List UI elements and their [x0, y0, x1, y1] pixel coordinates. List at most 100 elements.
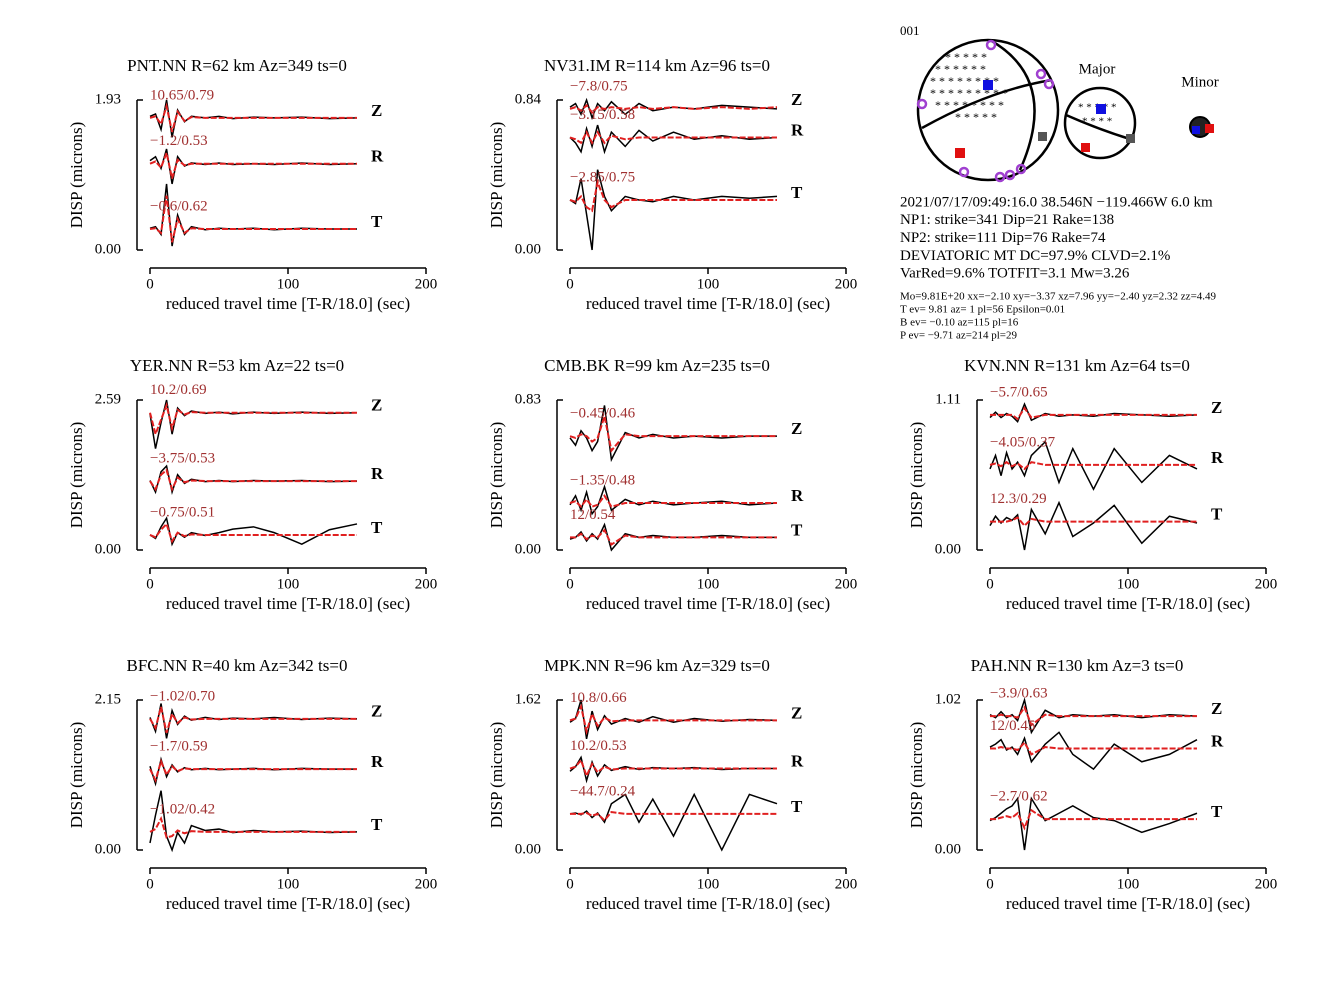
y-axis-label: DISP (microns) — [907, 722, 926, 829]
synthetic-trace — [569, 494, 777, 509]
panel: NV31.IM R=114 km Az=96 ts=0 DISP (microns… — [487, 56, 857, 313]
component-label: T — [791, 183, 803, 202]
x-tick-label: 100 — [697, 576, 720, 592]
x-tick-label: 100 — [697, 276, 720, 292]
y-tick-label: 0.00 — [935, 541, 961, 557]
x-tick-label: 200 — [1255, 876, 1278, 892]
synthetic-trace — [990, 740, 1197, 756]
fit-annotation: −1.2/0.53 — [150, 133, 208, 149]
component-label: T — [791, 520, 803, 539]
x-tick-label: 0 — [986, 876, 994, 892]
x-axis-label: reduced travel time [T-R/18.0] (sec) — [586, 594, 830, 613]
x-axis-label: reduced travel time [T-R/18.0] (sec) — [166, 594, 410, 613]
x-axis-label: reduced travel time [T-R/18.0] (sec) — [166, 894, 410, 913]
synthetic-trace — [149, 815, 357, 839]
y-tick-label: 0.00 — [515, 841, 541, 857]
x-tick-label: 0 — [146, 576, 154, 592]
fit-annotation: 10.8/0.66 — [570, 690, 627, 706]
y-tick-label: 0.00 — [515, 541, 541, 557]
y-tick-label: 0.00 — [935, 841, 961, 857]
y-axis-label: DISP (microns) — [67, 722, 86, 829]
panel-title: BFC.NN R=40 km Az=342 ts=0 — [127, 656, 348, 675]
synthetic-trace — [570, 528, 777, 547]
x-tick-label: 100 — [277, 276, 300, 292]
y-tick-label: 1.93 — [95, 91, 121, 107]
component-label: R — [1211, 448, 1224, 467]
component-label: T — [371, 815, 383, 834]
component-label: T — [1211, 505, 1223, 524]
panel: MPK.NN R=96 km Az=329 ts=0 DISP (microns)… — [487, 656, 857, 913]
y-tick-label: 0.00 — [95, 241, 121, 257]
beachball-minor — [1189, 116, 1214, 138]
svg-text:* * * * * *: * * * * * * — [935, 62, 986, 76]
event-id: 001 — [900, 23, 920, 38]
synthetic-trace — [149, 522, 357, 544]
x-tick-label: 0 — [986, 576, 994, 592]
data-trace — [989, 796, 1198, 851]
y-tick-label: 1.11 — [935, 391, 961, 407]
info-small-line: P ev= −9.71 az=214 pl=29 — [900, 330, 1017, 342]
fit-annotation: −3.75/0.53 — [150, 451, 215, 467]
component-label: Z — [1211, 398, 1222, 417]
x-tick-label: 200 — [415, 876, 438, 892]
beachball-major: * * * * * * * * * — [1063, 86, 1137, 160]
fit-annotation: −3.15/0.58 — [570, 107, 635, 123]
fit-annotation: −5.7/0.65 — [990, 384, 1048, 400]
fit-annotation: −0.45/0.46 — [570, 406, 636, 422]
synthetic-trace — [990, 516, 1197, 528]
info-small-line: T ev= 9.81 az= 1 pl=56 Epsilon=0.01 — [900, 304, 1065, 316]
synthetic-trace — [149, 706, 357, 734]
data-trace — [569, 792, 778, 852]
synthetic-trace — [989, 460, 1197, 471]
panel-title: NV31.IM R=114 km Az=96 ts=0 — [544, 56, 770, 75]
synthetic-trace — [149, 401, 357, 438]
synthetic-trace — [149, 468, 357, 492]
x-axis-label: reduced travel time [T-R/18.0] (sec) — [166, 294, 410, 313]
x-tick-label: 200 — [835, 576, 858, 592]
fit-annotation: −2.7/0.62 — [990, 789, 1048, 805]
component-label: R — [1211, 731, 1224, 750]
x-tick-label: 200 — [835, 276, 858, 292]
x-tick-label: 0 — [566, 276, 574, 292]
component-label: Z — [371, 702, 382, 721]
y-tick-label: 0.00 — [95, 541, 121, 557]
y-axis-label: DISP (microns) — [907, 422, 926, 529]
component-label: R — [371, 147, 384, 166]
panel: KVN.NN R=131 km Az=64 ts=0 DISP (microns)… — [907, 356, 1277, 613]
fit-annotation: 10.2/0.69 — [150, 382, 207, 398]
major-label: Major — [1079, 61, 1116, 77]
synthetic-trace — [569, 178, 777, 213]
y-axis-label: DISP (microns) — [487, 722, 506, 829]
panel-title: PAH.NN R=130 km Az=3 ts=0 — [971, 656, 1184, 675]
y-axis-label: DISP (microns) — [67, 122, 86, 229]
component-label: T — [371, 518, 383, 537]
component-label: T — [1211, 802, 1223, 821]
x-axis-label: reduced travel time [T-R/18.0] (sec) — [1006, 894, 1250, 913]
fit-annotation: 12/0.45 — [990, 718, 1035, 734]
info-line: NP2: strike=111 Dip=76 Rake=74 — [900, 230, 1106, 246]
x-tick-label: 100 — [697, 876, 720, 892]
data-trace — [149, 399, 358, 449]
y-tick-label: 0.00 — [95, 841, 121, 857]
data-trace — [149, 756, 357, 787]
fit-annotation: −4.05/0.37 — [990, 434, 1056, 450]
x-tick-label: 0 — [146, 876, 154, 892]
x-tick-label: 100 — [1117, 576, 1140, 592]
component-label: Z — [791, 419, 802, 438]
synthetic-trace — [149, 102, 357, 133]
x-tick-label: 200 — [835, 876, 858, 892]
svg-text:* * * * * * * *: * * * * * * * * — [935, 98, 1004, 112]
info-line: 2021/07/17/09:49:16.0 38.546N −119.466W … — [900, 194, 1213, 210]
fit-annotation: −7.8/0.75 — [570, 78, 628, 94]
synthetic-trace — [569, 103, 778, 114]
x-tick-label: 0 — [146, 276, 154, 292]
info-small-line: Mo=9.81E+20 xx=−2.10 xy=−3.37 xz=7.96 yy… — [900, 291, 1217, 303]
x-tick-label: 200 — [415, 576, 438, 592]
synthetic-trace — [990, 406, 1197, 421]
synthetic-trace — [990, 705, 1197, 727]
data-trace — [149, 183, 357, 247]
fit-annotation: −3.9/0.63 — [990, 686, 1048, 702]
synthetic-trace — [990, 808, 1197, 831]
fit-annotation: −1.02/0.70 — [150, 688, 215, 704]
